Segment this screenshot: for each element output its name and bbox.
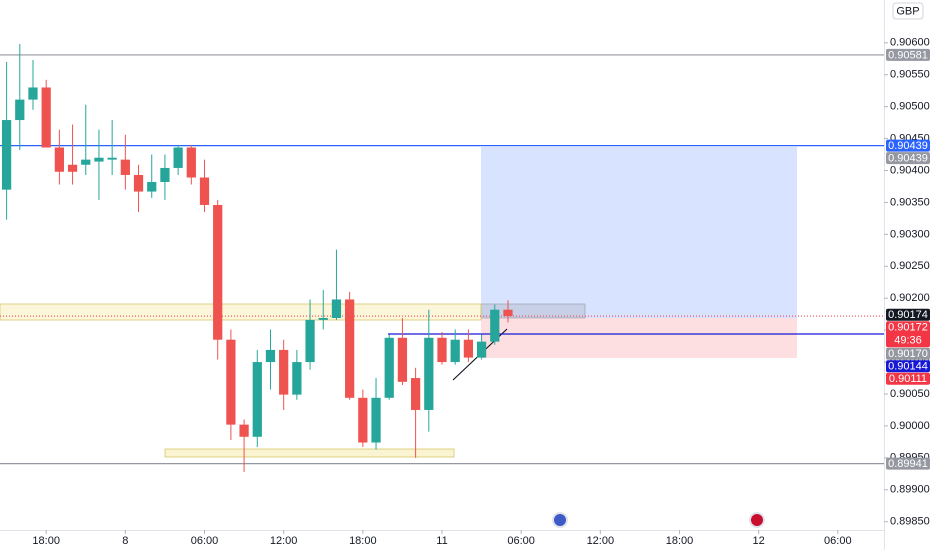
target-zone (481, 147, 797, 318)
candle-body (331, 299, 342, 318)
candles (1, 44, 513, 472)
candle-body (463, 339, 474, 358)
currency-box[interactable] (892, 2, 924, 20)
candle-body (41, 87, 51, 148)
candle-body (265, 349, 276, 363)
price-tag-label: 0.90439 (888, 140, 928, 152)
candle-body (424, 337, 434, 410)
candle-body (133, 174, 144, 192)
candle-body (410, 378, 421, 410)
price-tag (886, 457, 930, 470)
support-zone (164, 448, 455, 458)
price-tag (886, 152, 930, 165)
price-tag-label: 0.90581 (888, 49, 928, 61)
y-tick-label: 0.90050 (890, 388, 930, 400)
price-tag (886, 347, 930, 360)
x-tick-label: 06:00 (507, 535, 535, 547)
candle-body (279, 349, 289, 395)
y-tick-label: 0.90300 (890, 228, 930, 240)
event-icons (552, 512, 765, 528)
candle-body (437, 337, 447, 363)
y-tick-label: 0.90200 (890, 292, 930, 304)
price-tag-label: 0.90439 (888, 152, 928, 164)
candle-body (54, 147, 64, 172)
countdown: 49:36 (894, 335, 922, 347)
y-tick-label: 0.90000 (890, 420, 930, 432)
price-tag-label: 0.90111 (889, 373, 927, 385)
x-tick-label: 12:00 (587, 535, 615, 547)
y-tick-label: 0.89900 (890, 484, 930, 496)
x-tick-label: 12:00 (270, 535, 298, 547)
price-tag-label: 0.90170 (888, 348, 928, 360)
candle-body (292, 362, 302, 395)
event-flag[interactable] (749, 512, 765, 528)
candle-body (397, 337, 408, 382)
x-tick-label: 18:00 (349, 535, 377, 547)
candle-body (345, 299, 355, 398)
candle-body (450, 339, 460, 363)
price-tag (886, 308, 930, 321)
price-tag (886, 372, 930, 385)
drawings (0, 147, 797, 458)
candle-body (213, 204, 223, 340)
x-tick-label: 06:00 (824, 535, 852, 547)
levels (0, 54, 884, 465)
candle-body (305, 319, 315, 363)
y-tick-label: 0.90500 (890, 101, 930, 113)
stop-zone (481, 318, 797, 358)
candle-body (252, 362, 262, 437)
candle-body (94, 157, 104, 162)
candle-body (503, 309, 513, 317)
candle-body (173, 147, 183, 168)
candle-body (371, 397, 381, 443)
price-tag (886, 360, 930, 373)
candle-body (147, 181, 157, 192)
candle-body (28, 87, 38, 100)
candle-body (81, 159, 91, 165)
candle-body (67, 164, 78, 172)
candle-body (107, 157, 117, 160)
candle-body (1, 120, 12, 190)
y-tick-label: 0.90400 (890, 164, 930, 176)
y-tick-label: 0.90600 (890, 37, 930, 49)
x-tick-label: 06:00 (191, 535, 219, 547)
x-tick-label: 8 (122, 535, 128, 547)
candle-body (318, 318, 328, 320)
price-tag-label: 0.90174 (888, 309, 928, 321)
y-tick-label: 0.90350 (890, 196, 930, 208)
candle-body (358, 397, 368, 443)
candle-body (186, 147, 196, 178)
candle-body (384, 337, 394, 398)
currency: GBP (896, 5, 919, 17)
price-tag (886, 321, 930, 348)
price-tag-label: 0.89941 (888, 458, 928, 470)
x-tick-label: 18:00 (32, 535, 60, 547)
price-tag (886, 48, 930, 61)
x-tick-label: 12 (753, 535, 765, 547)
candle-body (476, 341, 487, 358)
event-flag[interactable] (552, 512, 568, 528)
x-tick-label: 18:00 (666, 535, 694, 547)
price-tag (886, 139, 930, 152)
y-tick-label: 0.90250 (890, 260, 930, 272)
candle-body (160, 167, 170, 182)
candle-body (226, 339, 236, 425)
resistance-zone (0, 303, 482, 321)
y-tick-label: 0.90550 (890, 69, 930, 81)
price-tag-label: 0.90144 (888, 361, 928, 373)
candle-body (120, 159, 130, 175)
candle-body (15, 99, 25, 121)
x-tick-label: 11 (436, 535, 447, 547)
candle-body (239, 424, 249, 437)
candle-body (490, 309, 500, 342)
y-tick-label: 0.89850 (890, 516, 930, 528)
price-tag-label: 0.90172 (888, 322, 928, 334)
candle-body (199, 177, 210, 205)
